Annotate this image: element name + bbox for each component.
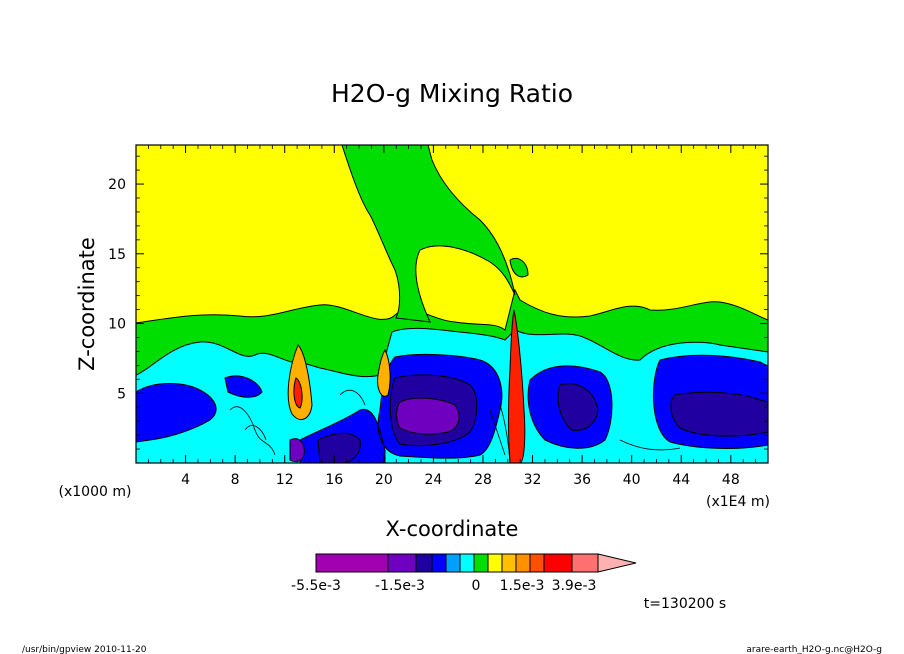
band-navy <box>317 374 768 463</box>
colorbar-cell <box>529 553 545 573</box>
colorbar-cell <box>473 553 489 573</box>
colorbar-cell <box>571 553 599 573</box>
colorbar-cell <box>487 553 503 573</box>
colorbar-tick-label: 0 <box>472 578 481 594</box>
colorbar-tick-label: -1.5e-3 <box>375 578 425 594</box>
y-axis-label: Z-coordinate <box>75 237 99 371</box>
x-unit-right: (x1E4 m) <box>706 494 770 510</box>
chart-title: H2O-g Mixing Ratio <box>331 79 573 108</box>
y-tick-label: 20 <box>108 177 126 193</box>
x-tick-label: 16 <box>325 472 343 488</box>
colorbar-labels: -5.5e-3 -1.5e-3 0 1.5e-3 3.9e-3 <box>291 578 596 594</box>
upper-contours <box>341 145 529 323</box>
x-tick-label: 40 <box>623 472 641 488</box>
colorbar-cell <box>431 553 447 573</box>
band-purple <box>289 397 460 463</box>
time-label: t=130200 s <box>644 596 726 612</box>
colorbar-tick-label: 1.5e-3 <box>500 578 545 594</box>
footer-right: arare-earth_H2O-g.nc@H2O-g <box>746 645 882 654</box>
colorbar-tick-label: 3.9e-3 <box>552 578 597 594</box>
x-tick-label: 44 <box>672 472 690 488</box>
plot-frame <box>135 144 769 464</box>
x-tick-label: 48 <box>722 472 740 488</box>
x-tick-label: 12 <box>276 472 294 488</box>
x-axis-label: X-coordinate <box>386 517 519 541</box>
x-axis: 4 8 12 16 20 24 28 32 36 40 44 48 <box>147 145 757 488</box>
x-tick-label: 36 <box>573 472 591 488</box>
colorbar-cell <box>387 553 417 573</box>
x-tick-label: 32 <box>524 472 542 488</box>
x-tick-label: 20 <box>375 472 393 488</box>
x-tick-label: 28 <box>474 472 492 488</box>
colorbar-cell <box>515 553 531 573</box>
x-tick-label: 4 <box>181 472 190 488</box>
band-warm-red <box>293 309 526 463</box>
colorbar-tick-label: -5.5e-3 <box>291 578 341 594</box>
y-tick-label: 10 <box>108 317 126 333</box>
colorbar-cell <box>459 553 475 573</box>
x-unit-left: (x1000 m) <box>59 484 132 500</box>
footer-left: /usr/bin/gpview 2010-11-20 <box>22 645 147 654</box>
colorbar-arrow <box>597 553 637 573</box>
colorbar-cell <box>315 553 389 573</box>
band-noise <box>229 389 681 461</box>
colorbar-cell <box>543 553 573 573</box>
contour-field <box>136 145 768 463</box>
colorbar <box>315 553 637 573</box>
colorbar-cell <box>415 553 433 573</box>
x-tick-label: 24 <box>424 472 442 488</box>
y-tick-label: 15 <box>108 247 126 263</box>
colorbar-cell <box>445 553 461 573</box>
band-warm-orange <box>287 344 391 420</box>
x-tick-label: 8 <box>231 472 240 488</box>
y-tick-label: 5 <box>117 386 126 402</box>
colorbar-cell <box>501 553 517 573</box>
y-axis: 5 10 15 20 <box>108 155 768 450</box>
